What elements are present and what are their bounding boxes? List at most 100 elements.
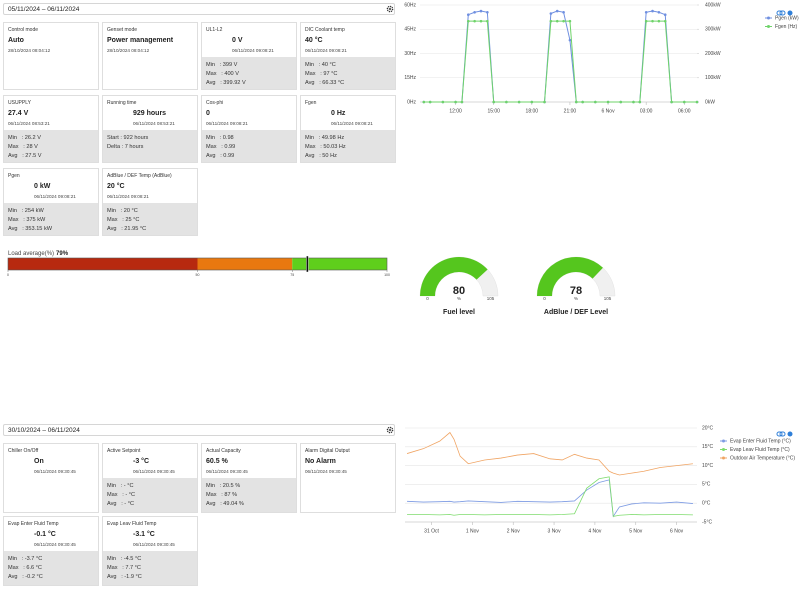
stat-line: Min : 20.5 % <box>206 483 241 489</box>
x-tick-label: 4 Nov <box>588 528 602 534</box>
card-timestamp: 06/11/2024 09:08:21 <box>107 194 149 199</box>
series-line <box>423 20 697 103</box>
gauge-title: AdBlue / DEF Level <box>544 309 608 316</box>
stat-line: Avg : 353.15 kW <box>8 226 53 232</box>
card: Min : 20.5 % Max : 87 % Avg : 49.04 % Actua… <box>201 443 297 513</box>
stats-panel: Min : 399 V Max : 400 V Avg : 399.92 V <box>202 57 296 89</box>
series-line <box>406 431 693 476</box>
card-timestamp: 06/11/2024 09:30:45 <box>305 469 347 474</box>
card-title: Cos-phi <box>206 100 224 106</box>
data-point <box>422 100 426 104</box>
data-point <box>695 100 699 104</box>
bullet-value: 79% <box>56 251 69 257</box>
x-tick-label: 3 Nov <box>548 528 562 534</box>
x-tick-label: 12:00 <box>449 108 462 114</box>
x-tick-label: 03:00 <box>640 108 653 114</box>
card: Min : 40 °C Max : 97 °C Avg : 66.33 °C DIC … <box>300 22 396 90</box>
card-title: Active Setpoint <box>107 448 141 454</box>
gauge-min: 0 <box>543 296 546 301</box>
chart-tools[interactable] <box>776 430 794 438</box>
card-timestamp: 06/11/2024 09:30:45 <box>133 469 175 474</box>
y2-tick-label: 400kW <box>705 2 721 8</box>
card-value: No Alarm <box>305 458 336 465</box>
y-tick-label: 15°C <box>702 444 714 450</box>
data-point <box>428 100 432 104</box>
data-point <box>473 10 476 14</box>
data-point <box>657 10 661 14</box>
card-timestamp: 06/11/2024 09:08:21 <box>206 121 248 126</box>
card-title: Genset mode <box>107 27 138 33</box>
card-title: UL1-L2 <box>206 27 223 33</box>
gauge-unit: % <box>457 296 461 301</box>
data-point <box>530 100 534 104</box>
stat-line: Max : 28 V <box>8 144 38 150</box>
card: Chiller On/Off On 06/11/2024 09:30:45 <box>3 443 99 513</box>
x-tick-label: 31 Oct <box>424 528 439 534</box>
x-tick-label: 5 Nov <box>629 528 643 534</box>
stat-line: Max : 87 % <box>206 492 238 498</box>
data-point <box>549 12 553 15</box>
data-point <box>651 19 654 23</box>
stats-panel: Min : 20.5 % Max : 87 % Avg : 49.04 % <box>202 478 296 512</box>
data-point <box>568 19 572 23</box>
card: Alarm Digital Output No Alarm 06/11/2024 0… <box>300 443 396 513</box>
y2-tick-label: 300kW <box>705 27 721 33</box>
legend-label: Evap Enter Fluid Temp (°C) <box>730 438 791 444</box>
legend-marker <box>722 439 725 443</box>
stat-line: Max : 97 °C <box>305 71 338 77</box>
x-tick-label: 6 Nov <box>602 108 616 114</box>
card-timestamp: 06/11/2024 09:08:21 <box>305 48 347 53</box>
stats-panel: Min : -3.7 °C Max : 6.6 °C Avg : -0.2 °C <box>4 551 98 585</box>
stats-panel: Start : 922 hours Delta : 7 hours <box>103 130 197 162</box>
bullet-band <box>8 258 198 270</box>
series-line <box>407 479 693 518</box>
card-value: 60.5 % <box>206 458 228 465</box>
x-tick-label: 21:00 <box>564 108 577 114</box>
data-point <box>454 100 457 104</box>
settings-icon[interactable] <box>386 5 394 13</box>
bullet-marker <box>306 255 309 273</box>
y2-tick-label: 200kW <box>705 51 721 57</box>
card-value: 0 kW <box>34 183 51 190</box>
card-timestamp: 06/11/2024 09:30:45 <box>34 542 76 547</box>
stat-line: Min : 20 °C <box>107 208 138 214</box>
data-point <box>486 10 489 14</box>
legend-label: Fgen (Hz) <box>775 24 798 30</box>
stat-line: Start : 922 hours <box>107 135 149 141</box>
stat-line: Min : 399 V <box>206 62 238 68</box>
card: Min : 254 kW Max : 375 kW Avg : 353.15 kW P… <box>3 168 99 236</box>
stat-line: Min : 49.98 Hz <box>305 135 345 141</box>
chart-tools[interactable] <box>776 9 794 17</box>
card: Min : 26.2 V Max : 28 V Avg : 27.5 V USUPPL… <box>3 95 99 163</box>
data-point <box>555 9 559 13</box>
y-tick-label: 0°C <box>702 501 711 507</box>
date-range[interactable]: 05/11/2024 – 06/11/2024 <box>3 3 395 15</box>
settings-icon[interactable] <box>386 426 394 434</box>
card: Min : - °C Max : - °C Avg : - °C Active Set… <box>102 443 198 513</box>
legend-marker <box>722 448 725 451</box>
legend-label: Outdoor Air Temperature (°C) <box>730 455 795 461</box>
stat-line: Min : 0.98 <box>206 135 234 141</box>
card: Control mode Auto 28/10/2024 08:04:12 <box>3 22 99 90</box>
card-title: Actual Capacity <box>206 448 241 454</box>
stat-line: Avg : 50 Hz <box>305 153 337 159</box>
card-title: Pgen <box>8 173 20 179</box>
card-title: Evap Enter Fluid Temp <box>8 521 59 527</box>
card-value: 0 <box>206 110 210 117</box>
data-point <box>606 100 610 104</box>
bullet-title: Load average(%) 79% <box>8 251 69 257</box>
stat-line: Max : 50.03 Hz <box>305 144 346 150</box>
data-point <box>644 10 648 14</box>
card: Min : -3.7 °C Max : 6.6 °C Avg : -0.2 °C Ev… <box>3 516 99 586</box>
date-range[interactable]: 30/10/2024 – 06/11/2024 <box>3 424 395 436</box>
card-value: 0 Hz <box>331 110 346 117</box>
card-timestamp: 06/11/2024 09:30:45 <box>133 542 175 547</box>
stat-line: Max : 400 V <box>206 71 239 77</box>
data-point <box>670 100 673 104</box>
y2-tick-label: 100kW <box>705 75 721 81</box>
bullet-band <box>292 258 387 270</box>
x-tick-label: 18:00 <box>526 108 539 114</box>
card-title: Running time <box>107 100 137 106</box>
data-point <box>466 13 470 16</box>
